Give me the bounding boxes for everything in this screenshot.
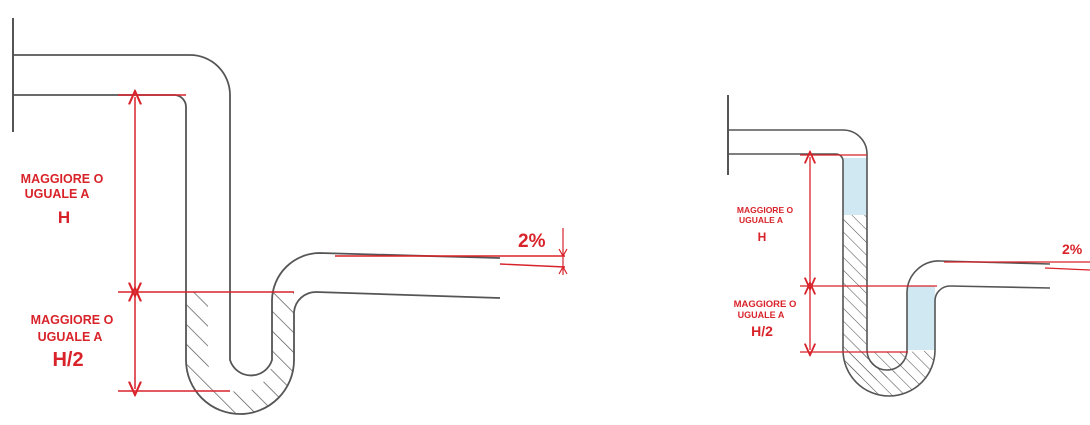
left-slope-label: 2% xyxy=(518,231,546,252)
left-label-upper-line3: H xyxy=(58,208,70,227)
left-siphon-diagram: MAGGIORE O UGUALE A H MAGGIORE O UGUALE … xyxy=(12,18,568,415)
right-water-left-arm xyxy=(843,158,867,215)
right-water-right-arm xyxy=(907,286,935,350)
left-label-lower-line3: H/2 xyxy=(52,349,83,371)
left-pipe-inner xyxy=(13,94,501,415)
right-pipe-inner xyxy=(728,153,1051,397)
right-label-upper-line2: UGUALE A xyxy=(739,215,783,225)
right-pipe-outer xyxy=(728,129,1051,371)
left-slope-line-b xyxy=(499,263,566,268)
right-water-seal-hatch xyxy=(843,215,907,380)
left-pipe-outer xyxy=(13,54,501,377)
right-label-lower-line2: UGUALE A xyxy=(738,310,785,320)
left-slope-arrow-top xyxy=(558,248,568,258)
right-label-lower-line1: MAGGIORE O xyxy=(734,299,797,310)
right-label-lower-line3: H/2 xyxy=(751,323,773,339)
left-slope-arrow-bot xyxy=(558,265,568,275)
left-label-lower-line2: UGUALE A xyxy=(38,330,103,344)
left-water-seal-hatch xyxy=(186,292,294,414)
right-slope-label: 2% xyxy=(1062,241,1083,257)
right-slope-line-b xyxy=(1044,267,1090,271)
right-label-upper-line1: MAGGIORE O xyxy=(737,205,794,215)
right-siphon-diagram: MAGGIORE O UGUALE A H MAGGIORE O UGUALE … xyxy=(727,95,1090,397)
left-label-lower-line1: MAGGIORE O xyxy=(31,313,114,327)
left-label-upper-line2: UGUALE A xyxy=(25,187,90,201)
right-water-seal-hatch-bottom xyxy=(843,350,935,396)
right-label-upper-line3: H xyxy=(758,230,767,244)
left-label-upper-line1: MAGGIORE O xyxy=(21,172,104,186)
